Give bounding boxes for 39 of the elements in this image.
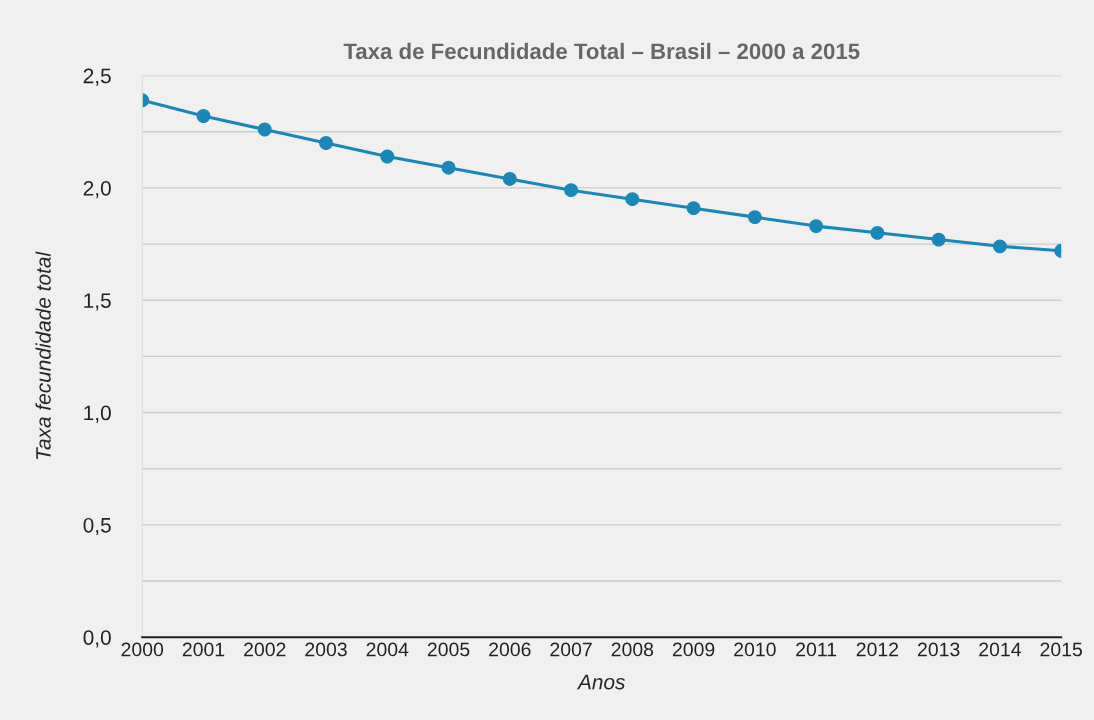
point — [502, 171, 517, 186]
x-tick-label: 2008 — [611, 642, 654, 657]
x-tick-label: 2005 — [427, 642, 470, 657]
x-tick-label: 2015 — [1040, 642, 1082, 657]
x-tick-label: 2010 — [734, 642, 776, 657]
x-tick-label: 2001 — [182, 642, 225, 657]
point — [809, 219, 824, 234]
point — [380, 149, 395, 164]
chart-title: Taxa de Fecundidade Total – Brasil – 2000 a 2015 — [343, 42, 860, 60]
x-tick-label: 2006 — [489, 642, 531, 657]
x-tick-label: 2012 — [856, 642, 899, 657]
point — [319, 136, 333, 150]
point — [870, 225, 885, 240]
x-tick-label: 2013 — [918, 642, 960, 657]
point — [625, 192, 640, 207]
point — [196, 109, 211, 123]
y-tick-label: 2,0 — [83, 180, 111, 199]
point — [992, 239, 1007, 254]
x-tick-label: 2009 — [672, 642, 715, 657]
point — [257, 122, 272, 137]
x-tick-label: 2011 — [796, 642, 837, 657]
point — [441, 160, 456, 175]
x-axis-title: Anos — [576, 674, 626, 690]
x-tick-label: 2014 — [979, 642, 1021, 657]
x-tick-label: 2002 — [244, 642, 286, 657]
x-tick-label: 2003 — [305, 642, 347, 657]
y-tick-label: 0,5 — [83, 517, 111, 536]
point — [564, 183, 579, 198]
x-tick-label: 2000 — [121, 642, 164, 657]
point — [931, 232, 946, 247]
y-tick-label: 1,5 — [84, 293, 111, 311]
y-tick-label: 0,0 — [83, 630, 111, 648]
y-axis-title: Taxa fecundidade total — [35, 251, 51, 459]
point — [686, 201, 701, 216]
x-tick-label: 2004 — [366, 642, 409, 657]
x-tick-label: 2007 — [550, 642, 592, 657]
y-tick-label: 1,0 — [84, 405, 111, 423]
point — [747, 210, 762, 225]
y-tick-label: 2,5 — [83, 68, 111, 86]
